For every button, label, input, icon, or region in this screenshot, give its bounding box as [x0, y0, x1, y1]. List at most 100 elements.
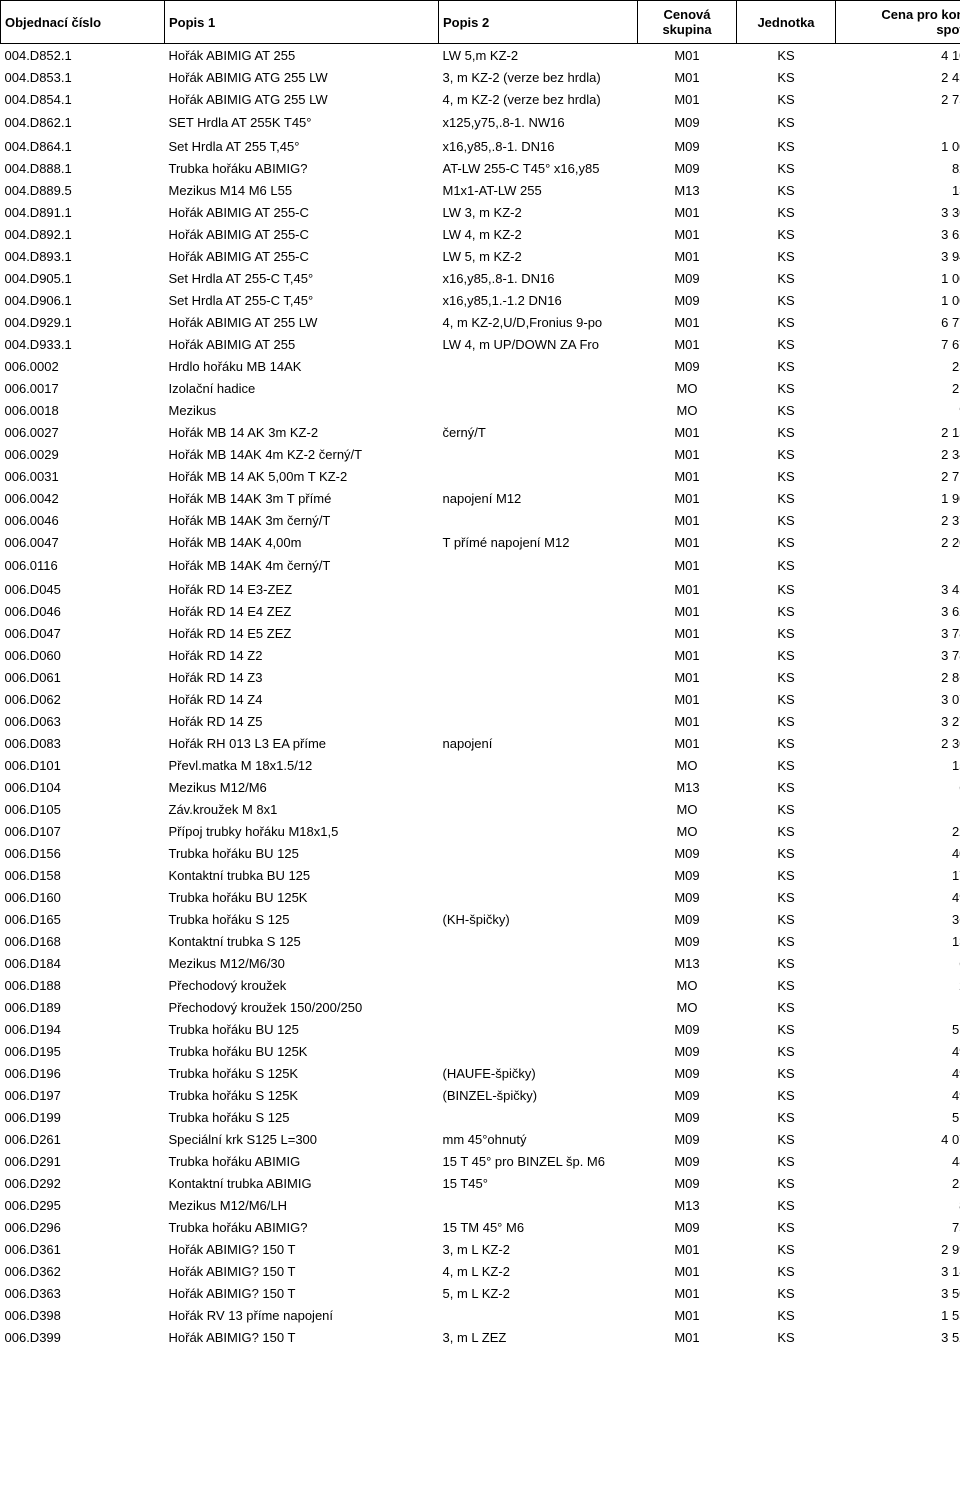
cell-group: M09 [638, 842, 737, 864]
cell-unit: KS [737, 201, 836, 223]
table-row: 006.D261Speciální krk S125 L=300mm 45°oh… [1, 1128, 960, 1150]
cell-group: M01 [638, 1260, 737, 1282]
cell-desc1: Trubka hořáku ABIMIG? [165, 1216, 439, 1238]
cell-group: M09 [638, 886, 737, 908]
table-row: 006.D295Mezikus M12/M6/LHM13KS80,00 Kč [1, 1194, 960, 1216]
cell-code: 006.D184 [1, 952, 165, 974]
cell-unit: KS [737, 487, 836, 509]
cell-code: 006.0017 [1, 377, 165, 399]
cell-desc1: Hořák ABIMIG AT 255 LW [165, 311, 439, 333]
cell-code: 004.D889.5 [1, 179, 165, 201]
table-row: 004.D906.1Set Hrdla AT 255-C T,45°x16,y8… [1, 289, 960, 311]
cell-unit: KS [737, 509, 836, 531]
cell-desc2: 4, m KZ-2 (verze bez hrdla) [439, 88, 638, 110]
cell-code: 006.D158 [1, 864, 165, 886]
cell-group: M13 [638, 179, 737, 201]
cell-code: 006.D046 [1, 600, 165, 622]
cell-code: 006.D199 [1, 1106, 165, 1128]
cell-price: 2 341,00 Kč [836, 443, 960, 465]
cell-desc2 [439, 355, 638, 377]
cell-code: 004.D906.1 [1, 289, 165, 311]
cell-group: M09 [638, 110, 737, 135]
cell-price: 1 901,00 Kč [836, 487, 960, 509]
cell-unit: KS [737, 245, 836, 267]
cell-group: M09 [638, 1106, 737, 1128]
cell-code: 006.D194 [1, 1018, 165, 1040]
cell-price: 493,00 Kč [836, 1062, 960, 1084]
cell-desc2: 4, m KZ-2,U/D,Fronius 9-po [439, 311, 638, 333]
cell-desc2 [439, 776, 638, 798]
cell-unit: KS [737, 179, 836, 201]
cell-desc1: SET Hrdla AT 255K T45° [165, 110, 439, 135]
cell-desc1: Trubka hořáku ABIMIG [165, 1150, 439, 1172]
cell-unit: KS [737, 732, 836, 754]
cell-desc1: Hořák MB 14AK 3m černý/T [165, 509, 439, 531]
cell-group: M01 [638, 1304, 737, 1326]
cell-code: 006.D362 [1, 1260, 165, 1282]
table-row: 006.D199Trubka hořáku S 125M09KS513,00 K… [1, 1106, 960, 1128]
cell-code: 006.0116 [1, 553, 165, 578]
table-row: 006.D399Hořák ABIMIG? 150 T3, m L ZEZM01… [1, 1326, 960, 1348]
cell-price: 61,00 Kč [836, 776, 960, 798]
cell-group: M01 [638, 1238, 737, 1260]
cell-desc1: Trubka hořáku BU 125K [165, 1040, 439, 1062]
cell-desc1: Hořák ABIMIG AT 255-C [165, 223, 439, 245]
table-row: 006.D296Trubka hořáku ABIMIG?15 TM 45° M… [1, 1216, 960, 1238]
table-row: 006.D165Trubka hořáku S 125(KH-špičky)M0… [1, 908, 960, 930]
cell-desc2: M1x1-AT-LW 255 [439, 179, 638, 201]
cell-desc1: Hořák RD 14 E4 ZEZ [165, 600, 439, 622]
cell-code: 006.D399 [1, 1326, 165, 1348]
table-row: 006.D398Hořák RV 13 příme napojeníM01KS1… [1, 1304, 960, 1326]
cell-unit: KS [737, 311, 836, 333]
cell-desc1: Trubka hořáku S 125K [165, 1084, 439, 1106]
cell-price: 513,00 Kč [836, 1106, 960, 1128]
cell-desc2 [439, 798, 638, 820]
cell-group: M09 [638, 1062, 737, 1084]
cell-desc1: Kontaktní trubka BU 125 [165, 864, 439, 886]
cell-unit: KS [737, 1260, 836, 1282]
cell-unit: KS [737, 333, 836, 355]
table-row: 004.D888.1Trubka hořáku ABIMIG?AT-LW 255… [1, 157, 960, 179]
cell-desc2: x125,y75,.8-1. NW16 [439, 110, 638, 135]
cell-desc2 [439, 1194, 638, 1216]
cell-unit: KS [737, 688, 836, 710]
cell-desc2 [439, 930, 638, 952]
cell-group: M01 [638, 688, 737, 710]
cell-desc2: 4, m L KZ-2 [439, 1260, 638, 1282]
cell-unit: KS [737, 776, 836, 798]
cell-code: 004.D892.1 [1, 223, 165, 245]
cell-code: 006.D261 [1, 1128, 165, 1150]
cell-desc2 [439, 754, 638, 776]
cell-code: 006.D398 [1, 1304, 165, 1326]
cell-desc1: Hořák ABIMIG AT 255-C [165, 201, 439, 223]
cell-group: M13 [638, 952, 737, 974]
cell-price: 3 453,00 Kč [836, 578, 960, 600]
cell-desc1: Hořák RD 14 E5 ZEZ [165, 622, 439, 644]
cell-desc2 [439, 688, 638, 710]
cell-desc2: napojení M12 [439, 487, 638, 509]
cell-unit: KS [737, 157, 836, 179]
cell-price: 3 300,00 Kč [836, 201, 960, 223]
cell-desc1: Set Hrdla AT 255-C T,45° [165, 267, 439, 289]
cell-unit: KS [737, 553, 836, 578]
cell-desc1: Trubka hořáku S 125 [165, 1106, 439, 1128]
cell-desc1: Hořák MB 14AK 4m KZ-2 černý/T [165, 443, 439, 465]
cell-desc1: Kontaktní trubka ABIMIG [165, 1172, 439, 1194]
cell-price: 2 434,00 Kč [836, 66, 960, 88]
cell-desc2: 5, m L KZ-2 [439, 1282, 638, 1304]
cell-unit: KS [737, 355, 836, 377]
cell-price: 4 104,00 Kč [836, 44, 960, 67]
cell-desc2 [439, 1040, 638, 1062]
cell-price: 755,00 Kč [836, 1216, 960, 1238]
cell-code: 004.D854.1 [1, 88, 165, 110]
table-row: 006.0017Izolační hadiceMOKS214,00 Kč [1, 377, 960, 399]
table-row: 006.D101Převl.matka M 18x1.5/12MOKS157,0… [1, 754, 960, 776]
cell-group: M01 [638, 666, 737, 688]
cell-desc2 [439, 553, 638, 578]
cell-desc1: Set Hrdla AT 255-C T,45° [165, 289, 439, 311]
cell-desc2 [439, 443, 638, 465]
cell-code: 006.D062 [1, 688, 165, 710]
table-row: 004.D929.1Hořák ABIMIG AT 255 LW4, m KZ-… [1, 311, 960, 333]
table-row: 006.D362Hořák ABIMIG? 150 T4, m L KZ-2M0… [1, 1260, 960, 1282]
table-row: 006.D060Hořák RD 14 Z2M01KS3 786,00 Kč [1, 644, 960, 666]
